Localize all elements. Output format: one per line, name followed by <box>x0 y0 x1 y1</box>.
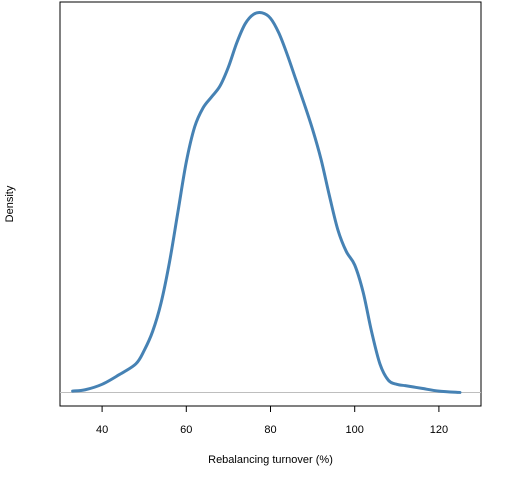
density-curve <box>71 11 462 394</box>
x-tick-label: 80 <box>264 424 276 436</box>
x-axis: 40 60 80 100 120 <box>96 406 448 436</box>
x-tick-label: 60 <box>180 424 192 436</box>
plot-frame <box>59 1 482 407</box>
x-tick-label: 40 <box>96 424 108 436</box>
x-tick-label: 100 <box>346 424 364 436</box>
x-axis-label: Rebalancing turnover (%) <box>208 454 333 466</box>
x-tick-label: 120 <box>430 424 448 436</box>
y-axis-label: Density <box>4 185 16 222</box>
